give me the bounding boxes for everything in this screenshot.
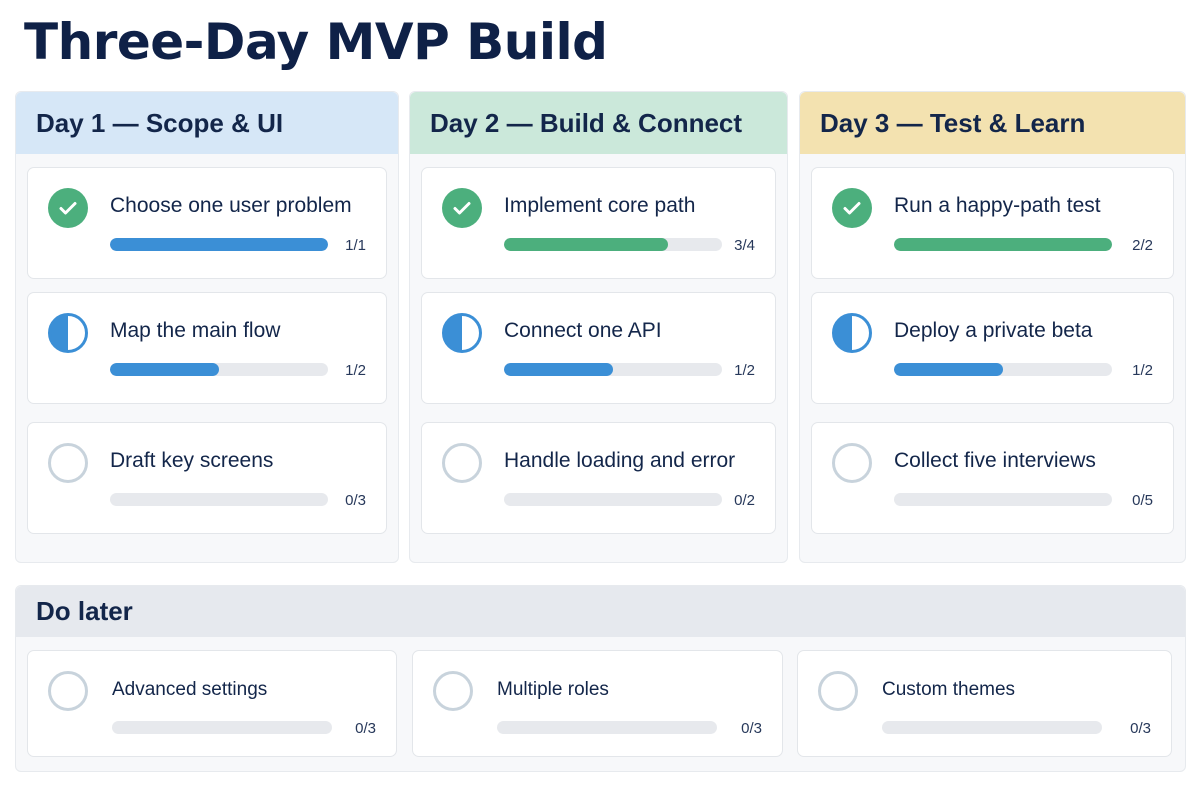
progress-fill <box>110 363 219 376</box>
empty-circle-icon[interactable] <box>832 443 872 483</box>
progress-count: 0/2 <box>734 492 755 509</box>
day-column: Day 2 — Build & Connect Implement core p… <box>409 91 788 563</box>
task-label: Choose one user problem <box>110 194 352 217</box>
progress-fill <box>504 238 668 251</box>
progress-count: 0/3 <box>1130 720 1151 737</box>
page-title: Three-Day MVP Build <box>24 13 608 71</box>
task-label: Handle loading and error <box>504 449 736 472</box>
progress-count: 0/5 <box>1132 492 1153 509</box>
column-header: Day 1 — Scope & UI <box>16 92 398 154</box>
progress-bar <box>894 363 1112 376</box>
task-label: Deploy a private beta <box>894 319 1093 342</box>
empty-circle-icon[interactable] <box>433 671 473 711</box>
task-label: Implement core path <box>504 194 696 217</box>
progress-bar <box>110 238 328 251</box>
empty-circle-icon[interactable] <box>48 443 88 483</box>
check-circle-icon[interactable] <box>442 188 482 228</box>
day-columns: Day 1 — Scope & UI Choose one user probl… <box>15 91 1186 563</box>
progress-bar <box>497 721 717 734</box>
half-circle-icon[interactable] <box>442 313 482 353</box>
progress-count: 0/3 <box>345 492 366 509</box>
task-label: Advanced settings <box>112 679 268 700</box>
progress-bar <box>110 493 328 506</box>
progress-count: 1/2 <box>1132 362 1153 379</box>
task-label: Custom themes <box>882 679 1016 700</box>
task-label: Draft key screens <box>110 449 274 472</box>
half-circle-icon[interactable] <box>832 313 872 353</box>
progress-count: 2/2 <box>1132 237 1153 254</box>
column-header: Day 2 — Build & Connect <box>410 92 787 154</box>
task-card[interactable]: Draft key screens 0/3 <box>27 422 387 534</box>
progress-count: 3/4 <box>734 237 755 254</box>
progress-count: 1/2 <box>345 362 366 379</box>
progress-bar <box>504 363 722 376</box>
task-card[interactable]: Run a happy-path test 2/2 <box>811 167 1174 279</box>
empty-circle-icon[interactable] <box>442 443 482 483</box>
task-label: Map the main flow <box>110 319 281 342</box>
task-card[interactable]: Choose one user problem 1/1 <box>27 167 387 279</box>
task-card[interactable]: Map the main flow 1/2 <box>27 292 387 404</box>
task-card[interactable]: Advanced settings 0/3 <box>27 650 397 757</box>
do-later-header: Do later <box>16 586 1185 637</box>
progress-fill <box>894 238 1112 251</box>
progress-fill <box>894 363 1003 376</box>
do-later-section: Do later Advanced settings 0/3 Multiple ro… <box>15 585 1186 772</box>
half-circle-icon[interactable] <box>48 313 88 353</box>
task-card[interactable]: Implement core path 3/4 <box>421 167 776 279</box>
check-circle-icon[interactable] <box>832 188 872 228</box>
empty-circle-icon[interactable] <box>818 671 858 711</box>
check-circle-icon[interactable] <box>48 188 88 228</box>
progress-count: 0/3 <box>355 720 376 737</box>
progress-bar <box>112 721 332 734</box>
task-card[interactable]: Custom themes 0/3 <box>797 650 1172 757</box>
progress-bar <box>894 493 1112 506</box>
progress-bar <box>110 363 328 376</box>
task-card[interactable]: Multiple roles 0/3 <box>412 650 783 757</box>
progress-bar <box>894 238 1112 251</box>
progress-count: 0/3 <box>741 720 762 737</box>
task-card[interactable]: Deploy a private beta 1/2 <box>811 292 1174 404</box>
progress-bar <box>882 721 1102 734</box>
task-card[interactable]: Handle loading and error 0/2 <box>421 422 776 534</box>
progress-bar <box>504 493 722 506</box>
progress-fill <box>110 238 328 251</box>
task-label: Run a happy-path test <box>894 194 1101 217</box>
task-label: Connect one API <box>504 319 662 342</box>
task-card[interactable]: Collect five interviews 0/5 <box>811 422 1174 534</box>
progress-count: 1/2 <box>734 362 755 379</box>
column-header: Day 3 — Test & Learn <box>800 92 1185 154</box>
progress-count: 1/1 <box>345 237 366 254</box>
day-column: Day 1 — Scope & UI Choose one user probl… <box>15 91 399 563</box>
task-label: Multiple roles <box>497 679 609 700</box>
task-label: Collect five interviews <box>894 449 1096 472</box>
empty-circle-icon[interactable] <box>48 671 88 711</box>
progress-fill <box>504 363 613 376</box>
day-column: Day 3 — Test & Learn Run a happy-path te… <box>799 91 1186 563</box>
progress-bar <box>504 238 722 251</box>
task-card[interactable]: Connect one API 1/2 <box>421 292 776 404</box>
